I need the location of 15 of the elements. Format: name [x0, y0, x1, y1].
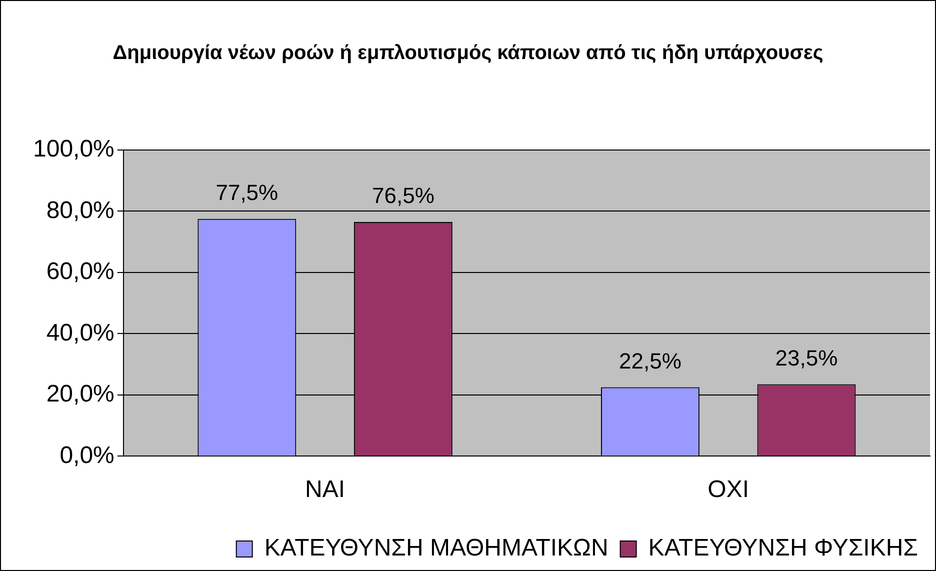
y-tick-label: 80,0% — [46, 196, 114, 224]
x-tick-label: ΟΧΙ — [708, 476, 750, 504]
data-label: 22,5% — [619, 348, 682, 374]
data-label: 23,5% — [775, 345, 838, 370]
chart-title: Δημιουργία νέων ροών ή εμπλουτισμός κάποιων από τις ήδη υπάρχουσες — [112, 41, 824, 66]
x-tick-label: ΝΑΙ — [305, 476, 346, 504]
y-tick-label: 20,0% — [46, 380, 114, 408]
legend-label: ΚΑΤΕΥΘΥΝΣΗ ΦΥΣΙΚΗΣ — [648, 534, 918, 562]
legend-label: ΚΑΤΕΥΘΥΝΣΗ ΜΑΘΗΜΑΤΙΚΩΝ — [264, 534, 608, 562]
y-tick-label: 40,0% — [46, 319, 114, 346]
y-tick-label: 0,0% — [60, 442, 114, 469]
data-label: 76,5% — [372, 183, 434, 208]
y-tick-label: 60,0% — [46, 258, 114, 286]
y-tick-label: 100,0% — [32, 136, 114, 163]
data-label: 77,5% — [216, 180, 278, 205]
